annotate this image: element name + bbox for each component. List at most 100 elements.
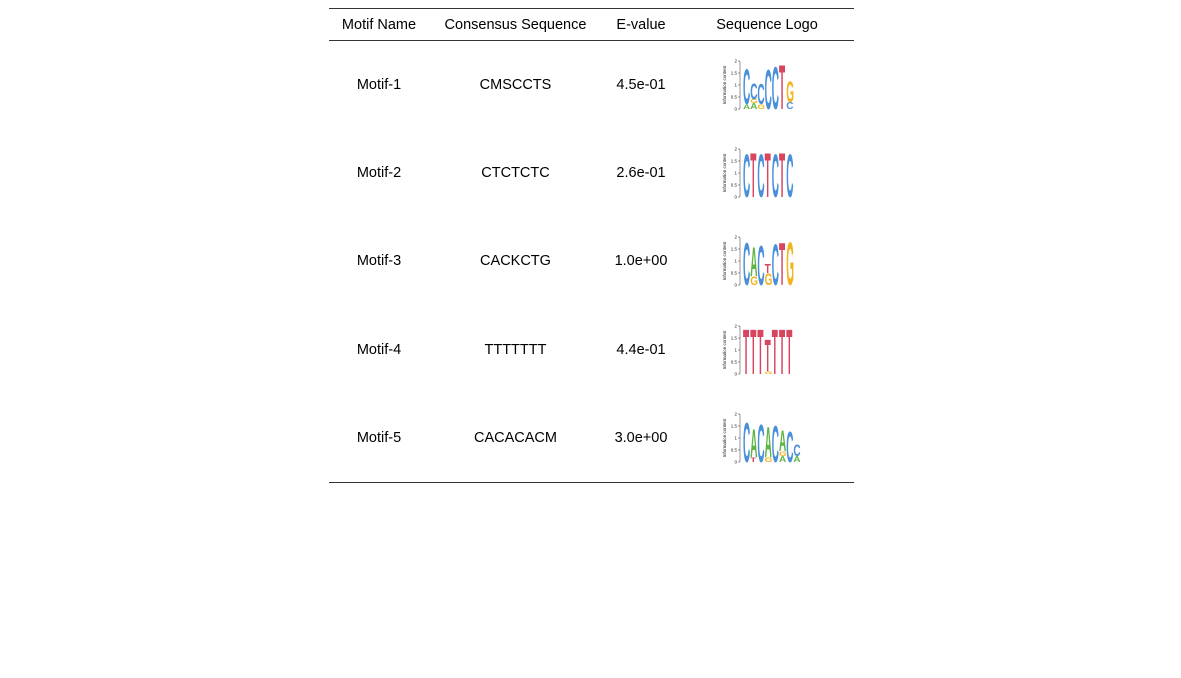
logo-tick-label: 0.5 bbox=[731, 271, 738, 276]
logo-letter-t: T bbox=[750, 322, 756, 378]
logo-tick-label: 1.5 bbox=[731, 424, 738, 429]
sequence-logo-cell: Information content 2 1.5 1 0.5 0 C G A C G T C T G bbox=[680, 217, 854, 305]
evalue-cell: 2.6e-01 bbox=[616, 165, 666, 182]
consensus-cell: CTCTCTC bbox=[481, 165, 550, 182]
logo-tick-label: 1.5 bbox=[731, 159, 738, 164]
logo-tick-label: 0 bbox=[734, 371, 737, 376]
logo-tick-label: 1.5 bbox=[731, 335, 738, 340]
logo-tick-label: 2 bbox=[734, 147, 737, 152]
logo-tick-label: 0 bbox=[734, 283, 737, 288]
logo-letter-t: T bbox=[772, 322, 778, 378]
logo-tick-label: 0 bbox=[734, 460, 737, 465]
consensus-cell: CACKCTG bbox=[480, 253, 551, 270]
logo-letter-c: C bbox=[772, 233, 779, 289]
logo-letter-c: C bbox=[793, 441, 800, 459]
logo-letter-t: T bbox=[765, 262, 772, 277]
table-row: Motif-4 TTTTTTT 4.4e-01 Information cont… bbox=[329, 306, 854, 394]
logo-letter-g: G bbox=[786, 75, 794, 109]
logo-letter-t: T bbox=[786, 322, 792, 378]
motif-name-cell: Motif-2 bbox=[356, 165, 402, 182]
logo-letter-a: A bbox=[793, 455, 801, 464]
motif-name-cell: Motif-3 bbox=[356, 253, 402, 270]
logo-letter-c: C bbox=[757, 234, 764, 290]
logo-letter-c: C bbox=[772, 415, 779, 466]
evalue-cell: 4.5e-01 bbox=[616, 76, 666, 93]
logo-letter-c: C bbox=[786, 423, 793, 466]
table-row: Motif-2 CTCTCTC 2.6e-01 Information cont… bbox=[329, 129, 854, 217]
header-e-value: E-value bbox=[616, 16, 666, 33]
logo-tick-label: 1 bbox=[734, 171, 737, 176]
sequence-logo-cell: Information content 2 1.5 1 0.5 0 C T C T C T C bbox=[680, 129, 854, 217]
consensus-cell: CMSCCTS bbox=[479, 76, 552, 93]
header-row: Motif Name Consensus Sequence E-value Se… bbox=[329, 8, 854, 41]
logo-letter-c: C bbox=[743, 145, 750, 201]
logo-letter-a: A bbox=[750, 423, 757, 466]
logo-letter-c: C bbox=[765, 57, 772, 113]
motif-name-cell: Motif-4 bbox=[356, 341, 402, 358]
logo-tick-label: 0.5 bbox=[731, 359, 738, 364]
logo-letter-t: T bbox=[765, 145, 771, 201]
table-row: Motif-3 CACKCTG 1.0e+00 Information cont… bbox=[329, 217, 854, 305]
logo-tick-label: 2 bbox=[734, 323, 737, 328]
logo-tick-label: 0 bbox=[734, 195, 737, 200]
logo-tick-label: 1.5 bbox=[731, 71, 738, 76]
consensus-cell: TTTTTTT bbox=[484, 341, 547, 358]
logo-letter-c: C bbox=[757, 145, 764, 201]
logo-letter-a: A bbox=[779, 455, 787, 464]
sequence-logo-cell: Information content 2 1.5 1 0.5 0 T T T G T T T T bbox=[680, 306, 854, 394]
logo-letter-c: C bbox=[786, 145, 793, 201]
logo-letter-g: G bbox=[765, 371, 773, 375]
logo-letter-c: C bbox=[757, 415, 764, 466]
logo-letter-c: C bbox=[743, 410, 750, 466]
logo-letter-g: G bbox=[750, 99, 758, 105]
logo-tick-label: 1.5 bbox=[731, 247, 738, 252]
logo-letter-a: A bbox=[779, 424, 786, 458]
logo-letter-g: G bbox=[779, 450, 787, 458]
motif-table: Motif Name Consensus Sequence E-value Se… bbox=[329, 8, 854, 483]
logo-letter-t: T bbox=[779, 322, 785, 378]
logo-letter-g: G bbox=[786, 233, 794, 289]
logo-letter-t: T bbox=[757, 322, 763, 378]
header-consensus-sequence: Consensus Sequence bbox=[444, 16, 587, 33]
evalue-cell: 3.0e+00 bbox=[614, 430, 668, 446]
logo-tick-label: 2 bbox=[734, 59, 737, 64]
logo-tick-label: 0 bbox=[734, 107, 737, 112]
logo-ylabel: Information content bbox=[722, 153, 727, 192]
logo-ylabel: Information content bbox=[722, 65, 727, 104]
logo-letter-g: G bbox=[765, 271, 773, 289]
logo-letter-a: A bbox=[750, 241, 757, 286]
logo-letter-a: A bbox=[765, 419, 772, 466]
sequence-logo-cell: Information content 2 1.5 1 0.5 0 C T A C G A C A G A C A… bbox=[680, 394, 854, 482]
table-row: Motif-1 CMSCCTS 4.5e-01 Information cont… bbox=[329, 41, 854, 129]
logo-letter-a: A bbox=[750, 102, 758, 111]
logo-ylabel: Information content bbox=[722, 418, 727, 457]
logo-tick-label: 0.5 bbox=[731, 448, 738, 453]
logo-letter-g: G bbox=[757, 103, 765, 111]
logo-letter-g: G bbox=[750, 276, 758, 289]
motif-name-cell: Motif-1 bbox=[356, 76, 402, 93]
logo-letter-c: C bbox=[750, 79, 757, 105]
logo-letter-g: G bbox=[765, 456, 773, 464]
consensus-cell: CACACACM bbox=[474, 430, 557, 446]
logo-tick-label: 2 bbox=[734, 235, 737, 240]
table-body: Motif-1 CMSCCTS 4.5e-01 Information cont… bbox=[329, 41, 854, 483]
logo-tick-label: 1 bbox=[734, 83, 737, 88]
logo-letter-c: C bbox=[743, 233, 750, 289]
header-sequence-logo: Sequence Logo bbox=[716, 16, 818, 33]
header-motif-name: Motif Name bbox=[341, 16, 417, 33]
logo-ylabel: Information content bbox=[722, 330, 727, 369]
logo-letter-c: C bbox=[772, 145, 779, 201]
evalue-cell: 4.4e-01 bbox=[616, 341, 666, 358]
logo-tick-label: 1 bbox=[734, 436, 737, 441]
logo-letter-c: C bbox=[757, 79, 764, 111]
logo-letter-c: C bbox=[772, 57, 779, 113]
evalue-cell: 1.0e+00 bbox=[614, 253, 668, 270]
logo-tick-label: 0.5 bbox=[731, 183, 738, 188]
logo-letter-t: T bbox=[750, 145, 756, 201]
logo-tick-label: 1 bbox=[734, 347, 737, 352]
logo-letter-t: T bbox=[779, 57, 785, 113]
